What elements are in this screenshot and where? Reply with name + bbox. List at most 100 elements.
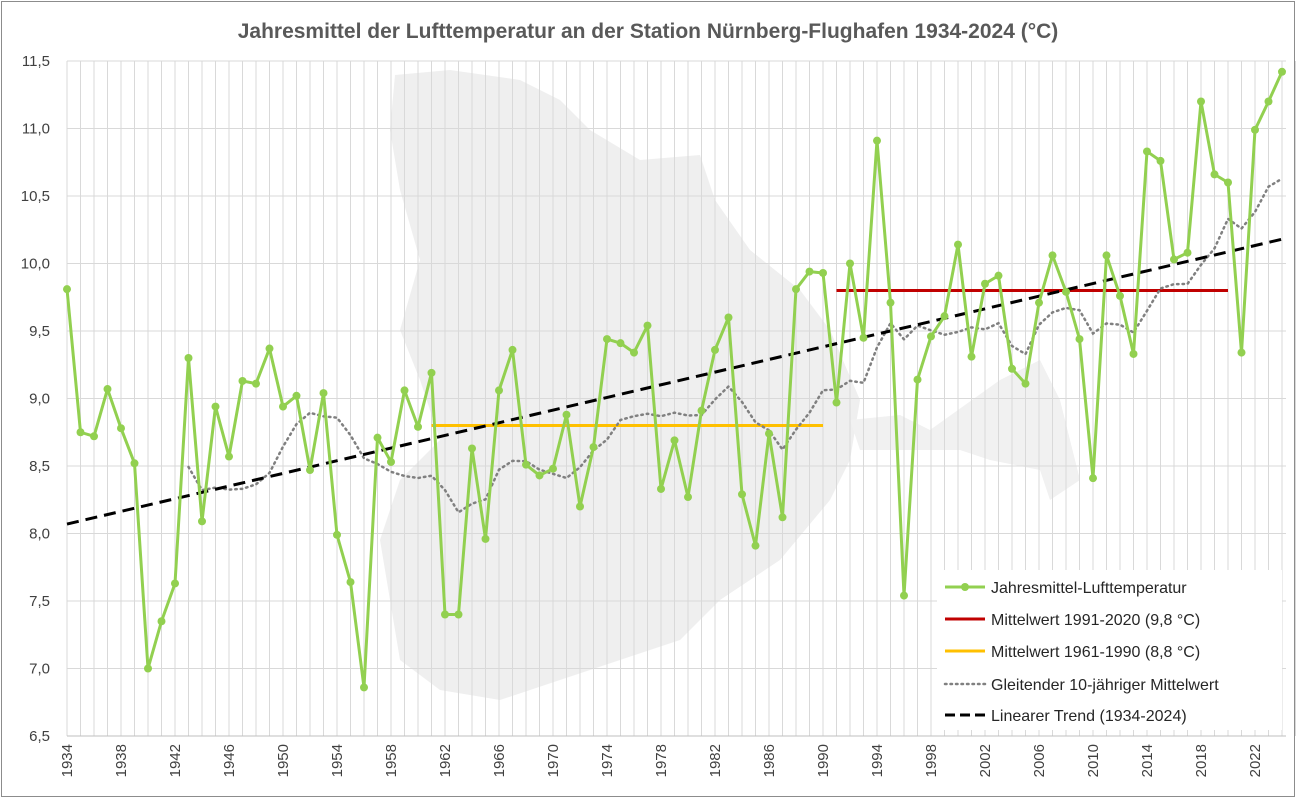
temperature-point (117, 424, 125, 433)
temperature-point (495, 386, 503, 395)
temperature-point (697, 406, 706, 415)
temperature-point (1210, 170, 1219, 179)
x-tick-label: 1958 (383, 744, 400, 777)
y-tick-label: 11,5 (22, 53, 50, 70)
temperature-point (360, 683, 368, 692)
y-axis-ticks: 6,5 7,0 7,5 8,0 8,5 9,0 9,5 10,0 10,5 11,0 11,5 (21, 53, 50, 745)
x-tick-label: 2018 (1193, 744, 1210, 777)
temperature-point (846, 259, 854, 268)
temperature-point (724, 313, 733, 322)
temperature-point (1183, 248, 1192, 257)
y-tick-label: 8,0 (29, 526, 50, 543)
y-tick-label: 7,5 (29, 593, 50, 610)
temperature-point (1278, 67, 1286, 76)
temperature-point (279, 402, 287, 411)
temperature-point (886, 298, 895, 307)
temperature-point (603, 335, 611, 344)
map-shape (850, 360, 1080, 500)
temperature-point (522, 460, 530, 469)
temperature-point (441, 610, 449, 619)
temperature-point (144, 664, 152, 673)
x-tick-label: 2002 (977, 744, 994, 777)
temperature-point (76, 428, 85, 437)
legend-label: Jahresmittel-Lufttemperatur (991, 580, 1187, 597)
temperature-point (1170, 255, 1178, 264)
y-tick-label: 9,0 (29, 391, 50, 408)
temperature-point (765, 429, 773, 438)
legend-marker (961, 583, 969, 591)
x-tick-label: 1934 (59, 744, 76, 777)
temperature-point (1062, 287, 1070, 296)
temperature-point (1237, 348, 1246, 357)
temperature-point (1129, 349, 1138, 358)
temperature-point (1021, 379, 1030, 388)
temperature-point (1035, 298, 1043, 307)
temperature-point (684, 493, 692, 502)
temperature-point (198, 517, 206, 526)
temperature-point (1197, 97, 1205, 106)
temperature-point (819, 268, 827, 277)
temperature-point (967, 352, 976, 361)
temperature-point (252, 379, 260, 388)
x-tick-label: 1994 (869, 744, 886, 777)
temperature-point (373, 433, 382, 442)
x-tick-label: 1954 (329, 744, 346, 777)
temperature-point (670, 436, 679, 445)
y-tick-label: 8,5 (29, 458, 50, 475)
temperature-point (1089, 474, 1097, 483)
x-tick-label: 1978 (653, 744, 670, 777)
temperature-point (265, 344, 274, 353)
temperature-point (346, 578, 355, 587)
temperature-point (630, 348, 638, 357)
legend-label: Mittelwert 1961-1990 (8,8 °C) (991, 644, 1200, 661)
temperature-point (1102, 251, 1111, 260)
legend-label: Gleitender 10-jähriger Mittelwert (991, 677, 1219, 694)
temperature-point (414, 422, 422, 431)
temperature-point (130, 459, 139, 468)
x-tick-label: 1966 (491, 744, 508, 777)
temperature-point (535, 471, 544, 480)
temperature-point (927, 332, 935, 341)
temperature-point (657, 484, 665, 493)
temperature-point (319, 389, 328, 398)
y-tick-label: 9,5 (29, 323, 50, 340)
temperature-point (832, 398, 841, 407)
x-tick-label: 1946 (221, 744, 238, 777)
x-tick-label: 1962 (437, 744, 454, 777)
temperature-point (738, 490, 746, 499)
temperature-point (1075, 335, 1084, 344)
temperature-point (1251, 125, 1259, 134)
chart-title: Jahresmittel der Lufttemperatur an der S… (237, 20, 1059, 43)
temperature-point (103, 385, 112, 394)
temperature-point (562, 410, 571, 419)
x-tick-label: 1982 (707, 744, 724, 777)
temperature-point (873, 136, 881, 145)
temperature-point (1156, 156, 1165, 165)
legend-label: Linearer Trend (1934-2024) (991, 708, 1187, 725)
temperature-point (427, 368, 436, 377)
x-tick-label: 1998 (923, 744, 940, 777)
temperature-point (792, 285, 800, 294)
temperature-point (171, 579, 179, 588)
x-tick-label: 2014 (1139, 744, 1156, 777)
temperature-point (387, 457, 395, 466)
y-tick-label: 10,5 (21, 188, 50, 205)
temperature-point (1224, 178, 1232, 187)
x-tick-label: 1970 (545, 744, 562, 777)
legend-background (937, 570, 1282, 730)
temperature-point (994, 271, 1003, 280)
temperature-point (292, 391, 301, 400)
temperature-point (157, 617, 166, 626)
temperature-point (211, 402, 220, 411)
legend: Jahresmittel-Lufttemperatur Mittelwert 19… (937, 570, 1282, 730)
x-tick-label: 1942 (167, 744, 184, 777)
temperature-point (643, 321, 652, 330)
temperature-point (63, 285, 71, 294)
x-tick-label: 1990 (815, 744, 832, 777)
temperature-point (940, 312, 949, 321)
temperature-point (333, 530, 341, 539)
y-tick-label: 11,0 (22, 121, 50, 138)
x-tick-label: 1986 (761, 744, 778, 777)
temperature-point (481, 534, 490, 543)
